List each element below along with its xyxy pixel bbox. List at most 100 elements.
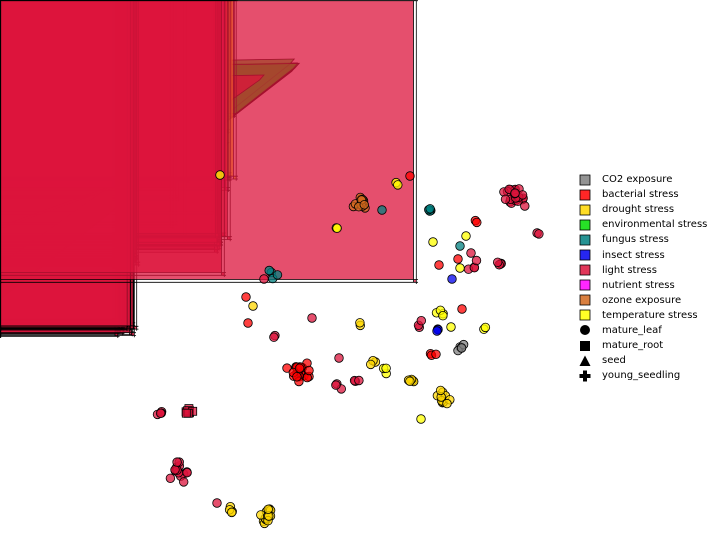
legend-label: ozone exposure <box>602 294 682 306</box>
point-bacterial-stress-mature-leaf <box>472 217 482 228</box>
legend-label: environmental stress <box>602 219 708 231</box>
point-light-stress-mature-root <box>181 408 191 418</box>
point-drought-stress-mature-leaf <box>442 398 452 409</box>
legend-label: nutrient stress <box>602 279 675 291</box>
point-light-stress-mature-leaf <box>331 380 341 390</box>
point-temperature-stress-mature-leaf <box>455 263 465 273</box>
legend-color-swatch <box>578 248 592 262</box>
point-bacterial-stress-mature-leaf <box>304 365 314 376</box>
point-fungus-stress-mature-leaf <box>425 204 435 214</box>
legend-label: young_seedling <box>602 370 681 382</box>
point-light-stress-mature-leaf <box>307 313 317 323</box>
legend-item: nutrient stress <box>578 278 716 293</box>
point-temperature-stress-mature-leaf <box>446 322 456 332</box>
point-light-stress-mature-leaf <box>178 477 189 487</box>
point-light-stress-mature-leaf <box>466 248 476 258</box>
point-temperature-stress-mature-leaf <box>393 180 403 190</box>
point-light-stress-mature-leaf <box>354 375 364 386</box>
legend-color-swatch <box>578 203 592 217</box>
point-temperature-stress-mature-leaf <box>381 363 391 374</box>
point-co2-exposure-mature-leaf <box>456 343 467 353</box>
legend-color-swatch <box>578 263 592 277</box>
point-light-stress-mature-leaf <box>170 465 180 475</box>
legend-item: environmental stress <box>578 217 716 232</box>
point-drought-stress-mature-leaf <box>263 504 273 515</box>
point-temperature-stress-mature-leaf <box>461 231 471 241</box>
point-light-stress-mature-leaf <box>500 194 511 205</box>
point-light-stress-mature-leaf <box>416 316 427 326</box>
legend-item: young_seedling <box>578 368 716 383</box>
legend: CO2 exposure bacterial stress drought stre… <box>578 172 716 383</box>
point-ozone-exposure-mature-leaf <box>359 200 370 210</box>
point-light-stress-mature-leaf <box>155 408 166 419</box>
legend-color-swatch <box>578 188 592 202</box>
point-insect-stress-mature-leaf <box>447 274 457 284</box>
point-drought-stress-mature-leaf <box>405 376 415 387</box>
point-light-stress-mature-leaf <box>520 201 530 211</box>
legend-item: ozone exposure <box>578 293 716 308</box>
point-light-stress-mature-leaf <box>259 274 269 284</box>
point-fungus-stress-mature-leaf <box>264 265 274 276</box>
legend-item: seed <box>578 353 716 368</box>
point-temperature-stress-mature-leaf <box>215 170 225 180</box>
point-light-stress-mature-leaf <box>534 229 544 239</box>
point-light-stress-mature-leaf <box>269 332 279 342</box>
legend-item: CO2 exposure <box>578 172 716 187</box>
legend-circle-icon <box>578 323 592 337</box>
legend-item: bacterial stress <box>578 187 716 202</box>
legend-label: seed <box>602 355 626 367</box>
legend-item: light stress <box>578 263 716 278</box>
point-drought-stress-mature-leaf <box>366 359 376 370</box>
point-temperature-stress-mature-leaf <box>438 311 448 321</box>
point-light-stress-mature-leaf <box>493 257 503 268</box>
point-bacterial-stress-mature-leaf <box>434 260 444 270</box>
point-bacterial-stress-mature-leaf <box>292 372 302 382</box>
point-fungus-stress-mature-leaf <box>272 270 283 280</box>
point-temperature-stress-mature-leaf <box>428 237 438 247</box>
legend-color-swatch <box>578 293 592 307</box>
point-temperature-stress-mature-leaf <box>480 322 491 333</box>
point-temperature-stress-mature-leaf <box>332 223 342 233</box>
point-light-stress-mature-leaf <box>334 353 344 363</box>
point-light-stress-mature-leaf <box>182 468 192 478</box>
point-bacterial-stress-mature-leaf <box>241 292 251 302</box>
legend-color-swatch <box>578 218 592 232</box>
point-light-stress-mature-leaf <box>471 255 482 266</box>
legend-label: mature_leaf <box>602 324 662 336</box>
legend-label: bacterial stress <box>602 189 679 201</box>
legend-item: mature_root <box>578 338 716 353</box>
legend-label: insect stress <box>602 249 665 261</box>
legend-color-swatch <box>578 278 592 292</box>
legend-color-swatch <box>578 173 592 187</box>
point-drought-stress-mature-leaf <box>435 385 446 396</box>
point-temperature-stress-mature-leaf <box>416 414 426 424</box>
legend-label: light stress <box>602 264 657 276</box>
legend-color-swatch <box>578 233 592 247</box>
point-drought-stress-mature-leaf <box>355 318 365 328</box>
legend-square-icon <box>578 339 592 353</box>
legend-label: drought stress <box>602 204 675 216</box>
legend-triangle-icon <box>578 354 592 368</box>
point-bacterial-stress-mature-leaf <box>431 349 441 360</box>
point-bacterial-stress-mature-leaf <box>294 363 305 374</box>
point-light-stress-mature-leaf <box>165 473 176 484</box>
point-insect-stress-mature-leaf <box>432 326 442 336</box>
point-drought-stress-mature-leaf <box>226 507 237 518</box>
point-bacterial-stress-mature-leaf <box>243 318 253 328</box>
legend-item: mature_leaf <box>578 323 716 338</box>
legend-label: temperature stress <box>602 309 698 321</box>
legend-item: drought stress <box>578 202 716 217</box>
legend-item: fungus stress <box>578 232 716 247</box>
point-fungus-stress-mature-leaf <box>455 241 465 251</box>
point-drought-stress-mature-leaf <box>248 301 258 311</box>
legend-label: CO2 exposure <box>602 174 673 186</box>
legend-color-swatch <box>578 308 592 322</box>
legend-label: mature_root <box>602 340 664 352</box>
point-bacterial-stress-mature-leaf <box>405 171 415 181</box>
point-bacterial-stress-mature-leaf <box>453 254 463 264</box>
point-light-stress-mature-leaf <box>172 457 182 467</box>
data-points <box>0 0 544 529</box>
point-fungus-stress-mature-leaf <box>377 205 387 215</box>
legend-item: insect stress <box>578 247 716 262</box>
